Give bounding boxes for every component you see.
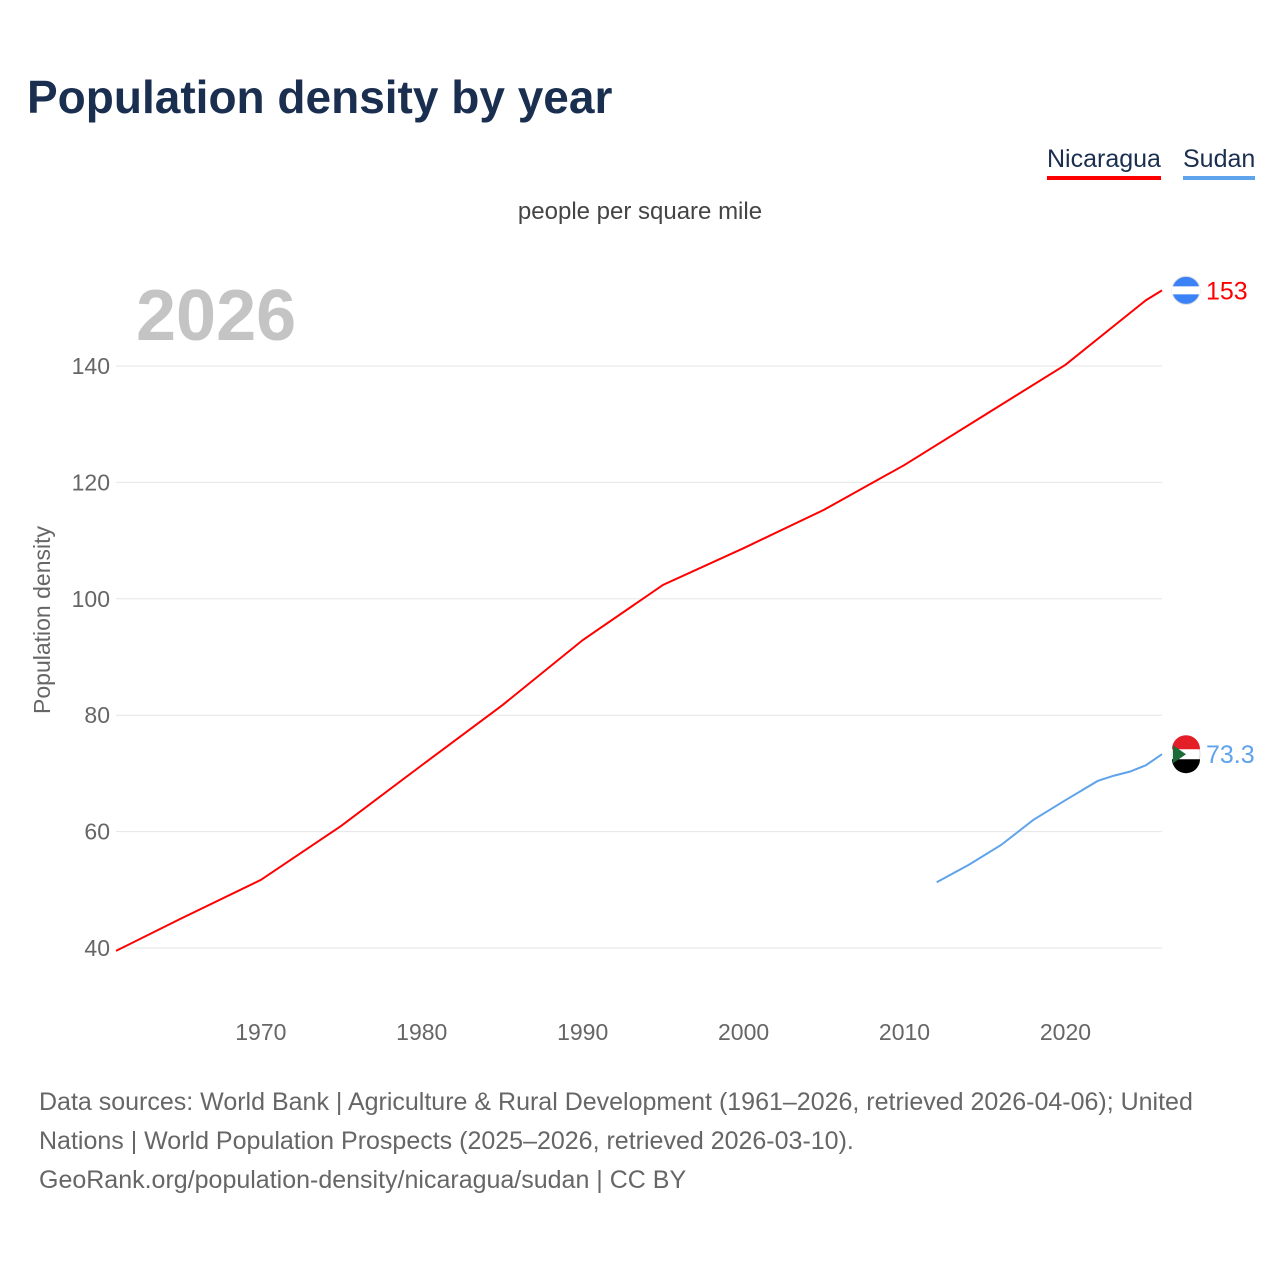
legend-nicaragua[interactable]: Nicaragua: [1047, 145, 1161, 180]
x-tick-label: 2020: [1040, 1019, 1091, 1045]
y-tick-label: 140: [72, 353, 110, 379]
y-tick-label: 120: [72, 469, 110, 495]
y-tick-label: 80: [84, 702, 110, 728]
footer: Data sources: World Bank | Agriculture &…: [39, 1083, 1249, 1200]
data-sources: Data sources: World Bank | Agriculture &…: [39, 1088, 1193, 1155]
x-tick-label: 2010: [879, 1019, 930, 1045]
x-tick-label: 1980: [396, 1019, 447, 1045]
y-tick-label: 40: [84, 935, 110, 961]
flag-stripe: [1172, 735, 1200, 750]
y-tick-label: 60: [84, 819, 110, 845]
x-tick-label: 1970: [235, 1019, 286, 1045]
flag-stripe: [1172, 286, 1200, 295]
x-tick-label: 2000: [718, 1019, 769, 1045]
source-link[interactable]: GeoRank.org/population-density/nicaragua…: [39, 1166, 687, 1194]
y-tick-label: 100: [72, 586, 110, 612]
legend-sudan[interactable]: Sudan: [1183, 145, 1256, 180]
series-line-nicaragua: [115, 289, 1163, 952]
chart-title: Population density by year: [27, 71, 613, 123]
chart-area: 2026 40 60 80 100 120 140 1970 1980 1990 2000 2010…: [29, 275, 1255, 1045]
end-value-label: 73.3: [1206, 741, 1255, 769]
chart-subtitle: people per square mile: [517, 198, 763, 225]
flag-stripe: [1172, 759, 1200, 774]
series-line-sudan: [936, 753, 1163, 884]
y-axis-label: Population density: [29, 526, 55, 714]
year-watermark: 2026: [136, 276, 296, 356]
flag-triangle: [1173, 745, 1186, 764]
x-tick-label: 1990: [557, 1019, 608, 1045]
end-value-label: 153: [1206, 277, 1248, 305]
